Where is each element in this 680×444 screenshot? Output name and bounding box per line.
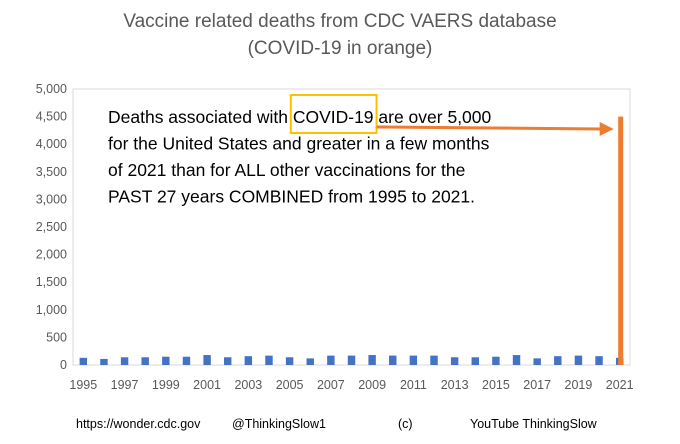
- y-tick-label: 3,500: [36, 165, 67, 179]
- vaccine-bar: [368, 355, 376, 365]
- x-tick-label: 2011: [400, 378, 427, 392]
- x-tick-label: 1997: [111, 378, 139, 392]
- vaccine-bar: [595, 356, 603, 365]
- vaccine-bar: [471, 357, 479, 365]
- y-tick-label: 1,000: [36, 303, 67, 317]
- vaccine-bar: [224, 357, 232, 365]
- vaccine-bar: [554, 356, 562, 365]
- x-tick-label: 2005: [276, 378, 304, 392]
- annotation-line: of 2021 than for ALL other vaccinations …: [108, 160, 465, 180]
- x-tick-label: 2007: [317, 378, 345, 392]
- x-tick-label: 2003: [234, 378, 262, 392]
- covid-bar: [618, 116, 624, 365]
- x-tick-label: 2013: [441, 378, 469, 392]
- vaccine-bar: [430, 355, 438, 365]
- vaccine-bar: [347, 355, 356, 365]
- x-tick-label: 2009: [358, 378, 386, 392]
- highlight-box: [289, 94, 378, 134]
- footer-copyright: (c): [398, 417, 413, 431]
- x-tick-label: 1999: [152, 378, 180, 392]
- y-tick-label: 1,500: [36, 275, 67, 289]
- vaccine-bar: [306, 358, 314, 365]
- annotation-line: PAST 27 years COMBINED from 1995 to 2021…: [108, 187, 475, 207]
- vaccine-bar: [409, 355, 418, 365]
- vaccine-bar: [120, 357, 129, 365]
- annotation-line: for the United States and greater in a f…: [108, 134, 490, 154]
- x-tick-label: 2019: [565, 378, 593, 392]
- vaccine-bar: [265, 355, 273, 365]
- vaccine-bar: [327, 355, 335, 365]
- vaccine-bar: [285, 357, 294, 365]
- footer-source: https://wonder.cdc.gov: [76, 417, 201, 431]
- footer-handle: @ThinkingSlow1: [232, 417, 326, 431]
- y-tick-label: 3,000: [36, 192, 67, 206]
- vaccine-bar: [512, 355, 521, 365]
- plot-area: [72, 88, 631, 366]
- x-tick-label: 2017: [523, 378, 551, 392]
- vaccine-bar: [100, 358, 108, 365]
- vaccine-bar: [492, 356, 500, 365]
- y-tick-label: 4,500: [36, 110, 67, 124]
- vaccine-bar: [450, 357, 459, 365]
- footer-channel: YouTube ThinkingSlow: [470, 417, 597, 431]
- y-tick-label: 5,000: [36, 82, 67, 96]
- vaccine-bar: [141, 357, 149, 365]
- annotation-arrow: [376, 125, 602, 131]
- y-tick-label: 2,000: [36, 248, 67, 262]
- annotation-arrow-head: [599, 122, 614, 136]
- y-tick-label: 500: [46, 330, 67, 344]
- chart-subtitle: (COVID-19 in orange): [247, 38, 433, 59]
- chart-title: Vaccine related deaths from CDC VAERS da…: [123, 11, 557, 32]
- vaccine-bar: [79, 357, 88, 365]
- y-tick-label: 4,000: [36, 137, 67, 151]
- x-tick-label: 2015: [482, 378, 510, 392]
- vaccine-bar: [203, 355, 211, 365]
- x-tick-label: 2001: [193, 378, 221, 392]
- vaccine-bar: [162, 356, 170, 365]
- vaccine-bar: [533, 358, 541, 365]
- vaccine-bar: [182, 356, 191, 365]
- vaccine-bar: [244, 356, 253, 365]
- vaccine-bar: [574, 355, 583, 365]
- x-tick-label: 1995: [69, 378, 97, 392]
- y-tick-label: 0: [60, 358, 67, 372]
- y-tick-label: 2,500: [36, 220, 67, 234]
- x-tick-label: 2021: [606, 378, 634, 392]
- vaccine-bar: [389, 355, 397, 365]
- annotation-line: Deaths associated with COVID-19 are over…: [108, 107, 492, 127]
